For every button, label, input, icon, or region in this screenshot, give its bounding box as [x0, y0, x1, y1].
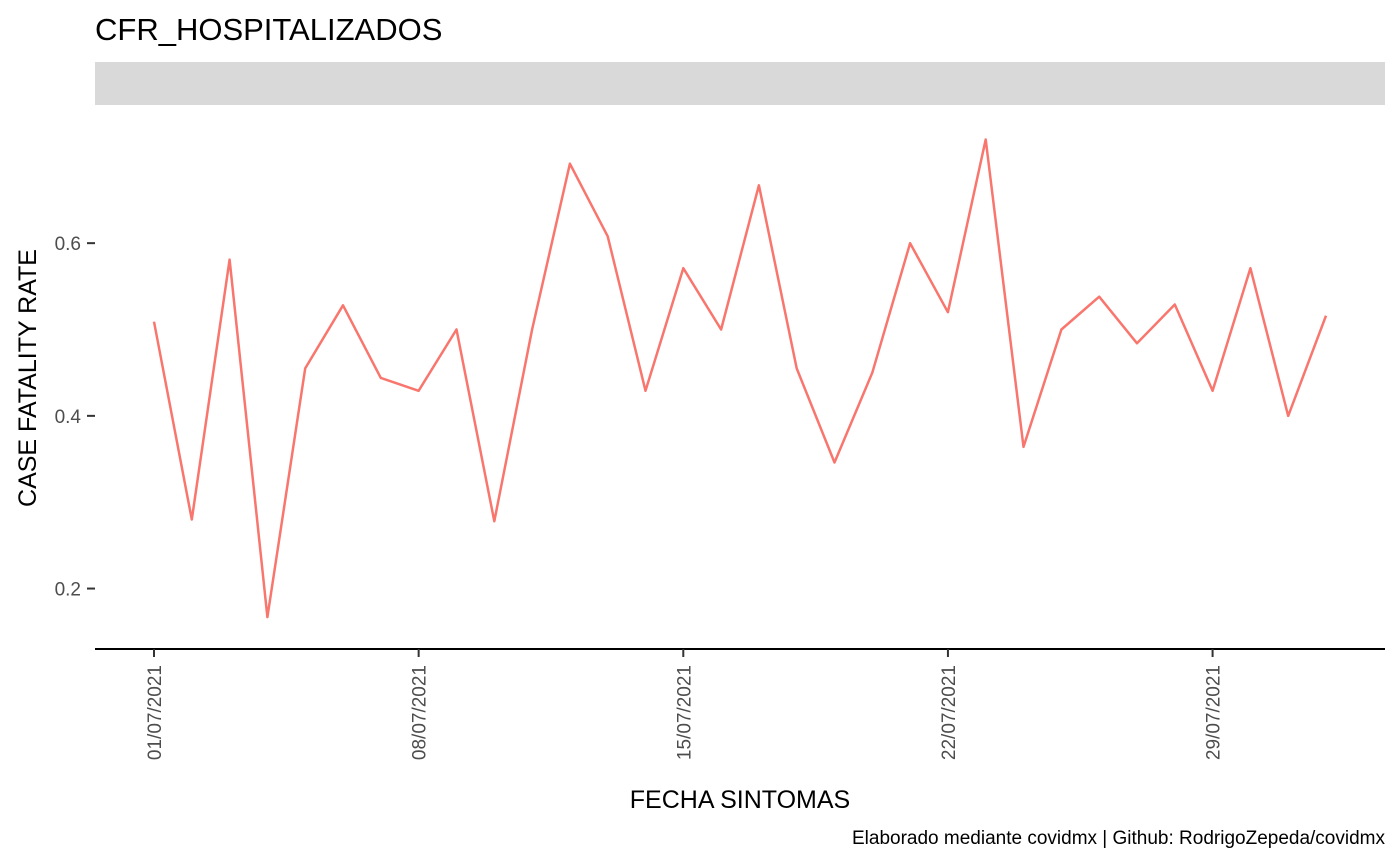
- y-tick-label: 0.2: [55, 580, 81, 601]
- y-tick-label: 0.6: [55, 234, 81, 255]
- chart-title: CFR_HOSPITALIZADOS: [95, 12, 442, 47]
- x-axis: 01/07/2021 08/07/2021 15/07/2021 22/07/2021…: [145, 649, 1225, 760]
- x-tick-label: 15/07/2021: [674, 665, 695, 760]
- x-axis-title: FECHA SINTOMAS: [630, 786, 850, 814]
- x-tick-label: 01/07/2021: [145, 665, 166, 760]
- y-axis-title: CASE FATALITY RATE: [14, 249, 42, 507]
- y-axis: 0.2 0.4 0.6: [55, 234, 95, 601]
- y-tick-label: 0.4: [55, 407, 82, 428]
- chart-caption: Elaborado mediante covidmx | Github: Rod…: [852, 828, 1385, 849]
- x-tick-label: 29/07/2021: [1204, 665, 1225, 760]
- x-tick-label: 08/07/2021: [410, 665, 431, 760]
- facet-strip: [95, 62, 1385, 105]
- plot-area: [152, 138, 1328, 619]
- series-line-0: [152, 138, 1328, 619]
- x-tick-label: 22/07/2021: [939, 665, 960, 760]
